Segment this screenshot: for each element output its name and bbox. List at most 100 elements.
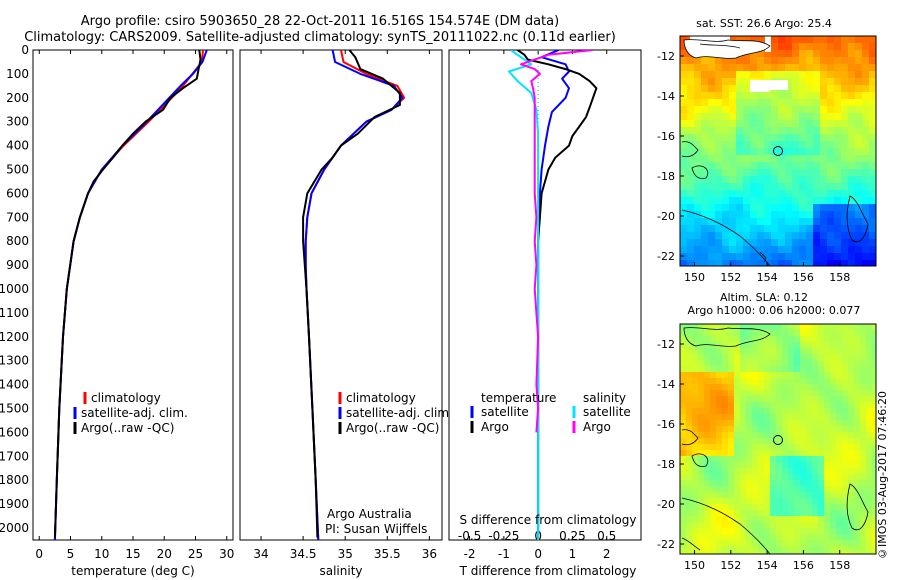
depth-tick-label: 800	[6, 234, 29, 248]
map-cell	[785, 85, 793, 93]
map-cell	[757, 141, 765, 149]
map-cell	[830, 408, 837, 415]
map-cell	[686, 492, 693, 499]
map-cell	[680, 336, 687, 343]
map-cell	[841, 57, 849, 65]
map-cell	[834, 162, 842, 170]
map-cell	[848, 71, 856, 79]
map-cell	[734, 450, 741, 457]
map-cell	[716, 444, 723, 451]
map-cell	[692, 324, 699, 331]
map-cell	[752, 414, 759, 421]
temperature-xlabel: temperature (deg C)	[71, 564, 194, 578]
map-cell	[800, 450, 807, 457]
map-cell	[746, 480, 753, 487]
map-cell	[728, 396, 735, 403]
map-cell	[841, 211, 849, 219]
map-cell	[698, 390, 705, 397]
map-cell	[728, 528, 735, 535]
map-cell	[740, 408, 747, 415]
map-cell	[818, 510, 825, 517]
map-cell	[728, 336, 735, 343]
map-cell	[872, 534, 876, 541]
map-cell	[841, 225, 849, 233]
map-cell	[827, 71, 835, 79]
map-cell	[710, 372, 717, 379]
map-cell	[830, 348, 837, 355]
map-cell	[855, 120, 863, 128]
map-cell	[750, 148, 758, 156]
map-cell	[869, 169, 876, 177]
map-cell	[734, 372, 741, 379]
map-cell	[746, 510, 753, 517]
map-cell	[842, 408, 849, 415]
map-cell	[687, 190, 695, 198]
map-cell	[834, 225, 842, 233]
map-cell	[824, 360, 831, 367]
map-cell	[746, 498, 753, 505]
map-cell	[792, 78, 800, 86]
map-cell	[860, 498, 867, 505]
map-cell	[750, 36, 758, 44]
map-cell	[692, 414, 699, 421]
map-cell	[862, 57, 870, 65]
map-cell	[862, 155, 870, 163]
map-cell	[740, 498, 747, 505]
map-cell	[722, 324, 729, 331]
map-cell	[710, 540, 717, 547]
map-cell	[866, 468, 873, 475]
map-cell	[806, 141, 814, 149]
map-cell	[806, 468, 813, 475]
map-cell	[855, 183, 863, 191]
map-cell	[785, 155, 793, 163]
map-cell	[715, 120, 723, 128]
map-cell	[820, 176, 828, 184]
map-cell	[848, 510, 855, 517]
map-cell	[782, 384, 789, 391]
map-cell	[752, 552, 759, 554]
map-cell	[722, 57, 730, 65]
map-cell	[710, 426, 717, 433]
map-cell	[764, 372, 771, 379]
map-cell	[778, 57, 786, 65]
map-cell	[701, 169, 709, 177]
map-cell	[698, 360, 705, 367]
map-cell	[869, 183, 876, 191]
map-cell	[743, 85, 751, 93]
map-cell	[734, 384, 741, 391]
map-cell	[792, 190, 800, 198]
map-cell	[722, 148, 730, 156]
map-cell	[757, 204, 765, 212]
map-cell	[794, 420, 801, 427]
map-cell	[866, 462, 873, 469]
map-cell	[740, 540, 747, 547]
map-cell	[872, 486, 876, 493]
map-cell	[788, 444, 795, 451]
map-cell	[788, 432, 795, 439]
map-cell	[813, 211, 821, 219]
map-cell	[806, 456, 813, 463]
map-cell	[778, 127, 786, 135]
map-cell	[860, 486, 867, 493]
map-cell	[692, 462, 699, 469]
map-cell	[854, 468, 861, 475]
depth-tick-label: 1700	[0, 449, 29, 463]
map-cell	[764, 330, 771, 337]
map-cell	[722, 414, 729, 421]
map-cell	[764, 498, 771, 505]
map-cell	[848, 546, 855, 553]
map-cell	[701, 141, 709, 149]
map-cell	[771, 260, 779, 266]
map-cell	[842, 522, 849, 529]
map-cell	[722, 113, 730, 121]
map-cell	[680, 450, 687, 457]
map-cell	[806, 438, 813, 445]
map-cell	[824, 444, 831, 451]
map-cell	[686, 408, 693, 415]
map-cell	[782, 444, 789, 451]
map-cell	[854, 510, 861, 517]
map-cell	[680, 232, 688, 240]
map-cell	[794, 456, 801, 463]
map-cell	[862, 64, 870, 72]
map-cell	[771, 176, 779, 184]
